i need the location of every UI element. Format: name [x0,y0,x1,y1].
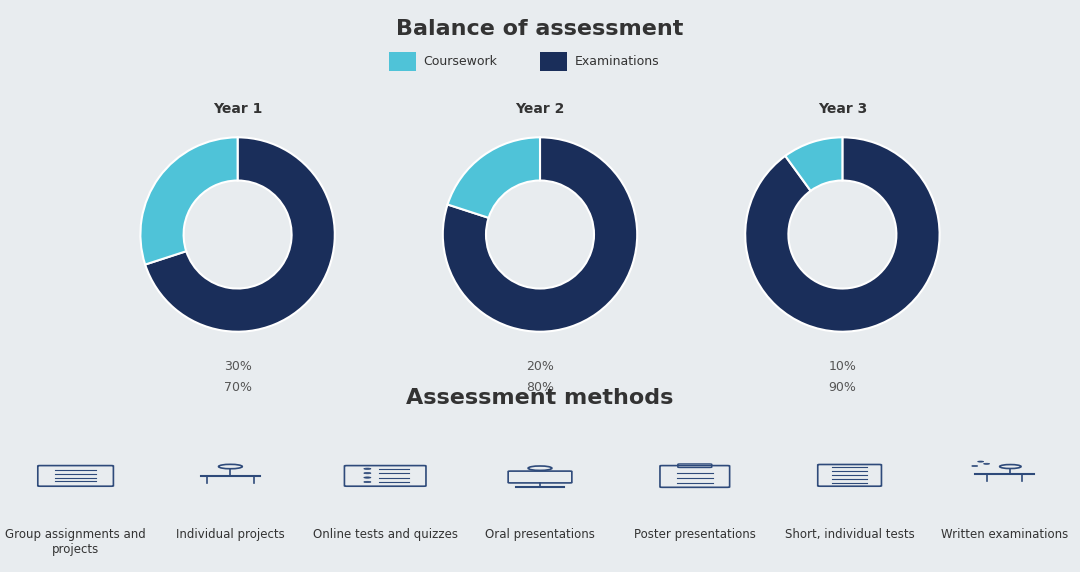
Text: 70%: 70% [224,382,252,395]
Circle shape [364,468,370,470]
Wedge shape [443,137,637,332]
Circle shape [364,481,370,483]
Text: Year 3: Year 3 [818,102,867,116]
Text: Year 1: Year 1 [213,102,262,116]
Text: Assessment methods: Assessment methods [406,388,674,408]
Wedge shape [140,137,238,265]
Wedge shape [745,137,940,332]
Wedge shape [785,137,842,191]
Text: 30%: 30% [224,360,252,373]
Circle shape [364,472,370,474]
Text: Group assignments and
projects: Group assignments and projects [5,528,146,556]
Text: Year 2: Year 2 [515,102,565,116]
Wedge shape [447,137,540,218]
Wedge shape [145,137,335,332]
Bar [389,52,416,70]
Text: Balance of assessment: Balance of assessment [396,19,684,38]
Text: Examinations: Examinations [575,55,659,68]
Text: 10%: 10% [828,360,856,373]
Text: Short, individual tests: Short, individual tests [785,528,915,541]
Text: Online tests and quizzes: Online tests and quizzes [313,528,458,541]
Text: 90%: 90% [828,382,856,395]
Text: Written examinations: Written examinations [941,528,1068,541]
Text: Oral presentations: Oral presentations [485,528,595,541]
Text: 80%: 80% [526,382,554,395]
Circle shape [984,463,989,464]
Text: Individual projects: Individual projects [176,528,285,541]
Text: 20%: 20% [526,360,554,373]
Bar [540,52,567,70]
Text: Poster presentations: Poster presentations [634,528,756,541]
Circle shape [364,477,370,478]
Text: Coursework: Coursework [423,55,497,68]
Circle shape [977,461,984,462]
Circle shape [972,466,977,467]
